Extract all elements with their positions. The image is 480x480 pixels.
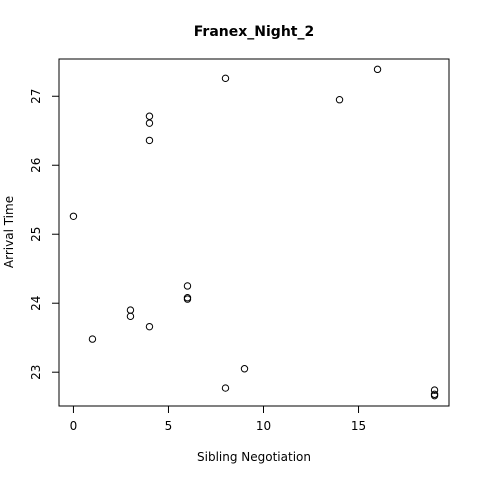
data-point [145, 119, 154, 127]
data-point [373, 65, 382, 74]
data-point [221, 384, 230, 392]
data-point [145, 136, 154, 145]
x-axis: 0 5 10 15 [70, 405, 366, 433]
data-point [145, 322, 154, 331]
data-point [183, 282, 192, 290]
data-point [430, 391, 439, 400]
x-tick-label: 0 [70, 419, 78, 433]
data-point [126, 306, 135, 314]
x-tick-label: 5 [165, 419, 173, 433]
chart-title: Franex_Night_2 [194, 24, 314, 40]
data-point [88, 335, 97, 343]
data-point [183, 295, 192, 303]
y-axis: 23 24 25 26 27 [29, 89, 60, 380]
data-points [69, 65, 439, 400]
y-tick-label: 23 [29, 365, 43, 380]
data-point [145, 112, 154, 120]
data-point [335, 96, 344, 104]
data-point [126, 312, 135, 321]
data-point [430, 386, 439, 394]
plot-frame [58, 58, 450, 407]
y-tick-label: 26 [29, 158, 43, 173]
x-tick-label: 10 [256, 419, 271, 433]
data-point [221, 74, 230, 83]
y-tick-label: 25 [29, 227, 43, 242]
y-axis-label: Arrival Time [2, 196, 16, 268]
y-tick-label: 27 [29, 89, 43, 104]
x-tick-label: 15 [351, 419, 366, 433]
data-point [69, 212, 78, 220]
y-tick-label: 24 [29, 296, 43, 311]
data-point [240, 365, 249, 373]
x-axis-label: Sibling Negotiation [197, 450, 311, 464]
